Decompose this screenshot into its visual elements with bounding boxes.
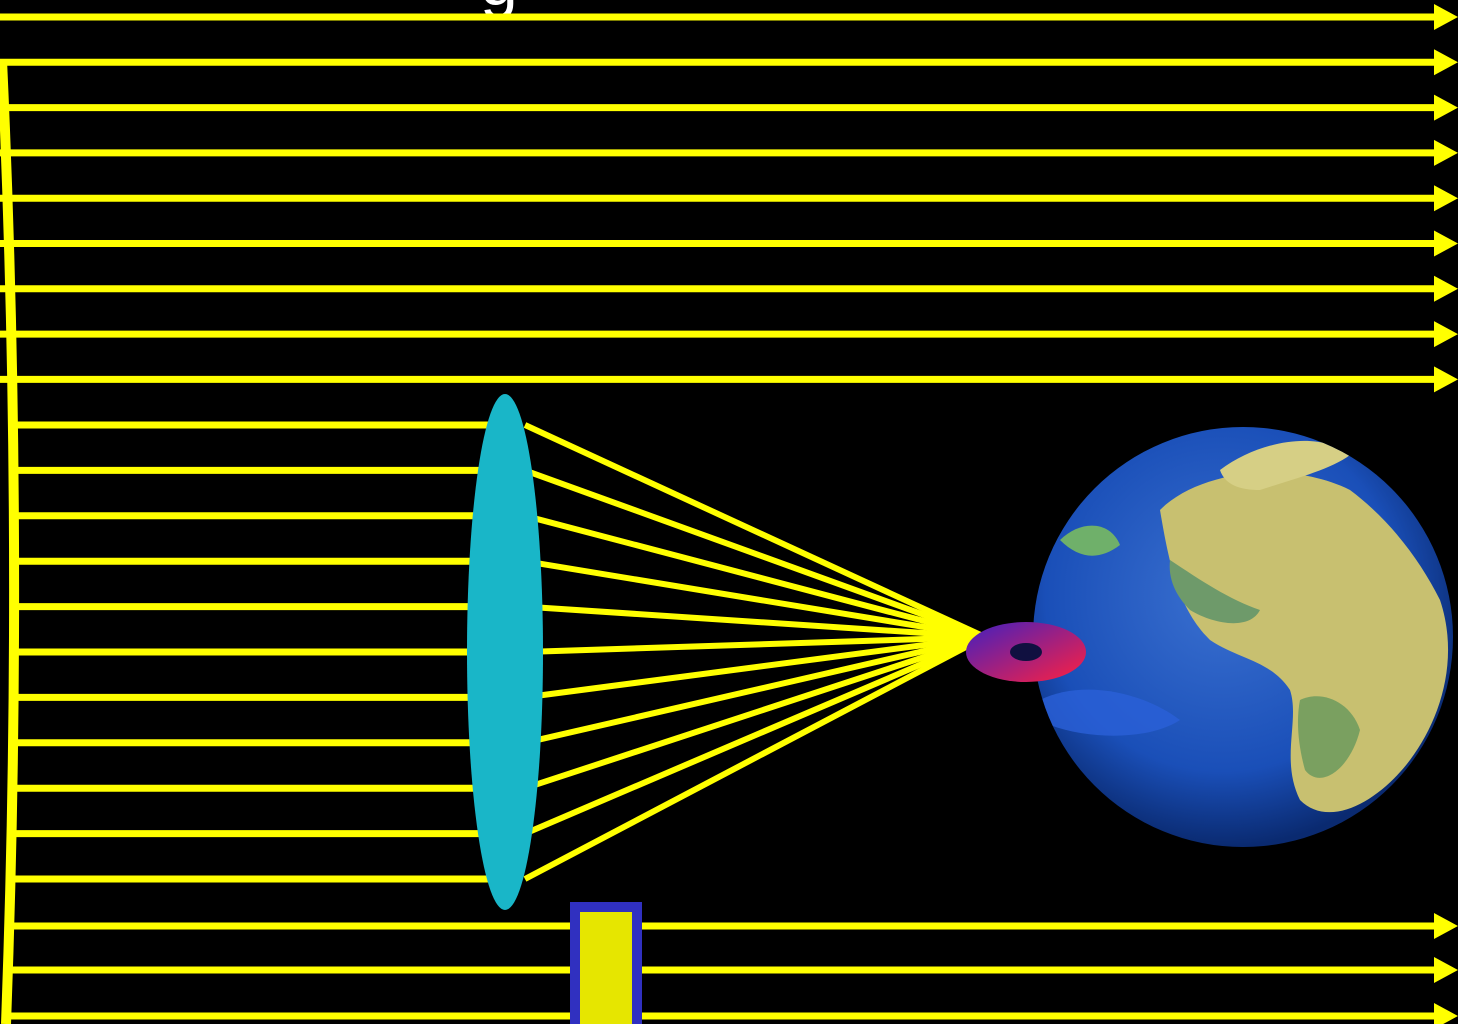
arrowhead-icon bbox=[1434, 275, 1458, 302]
arrowhead-icon bbox=[1434, 957, 1458, 983]
converging-ray-line bbox=[524, 634, 986, 792]
arrowhead-icon bbox=[1434, 1003, 1458, 1024]
arrowhead-icon bbox=[1434, 139, 1458, 166]
converging-rays bbox=[523, 422, 987, 882]
eye-icon bbox=[966, 622, 1086, 682]
converging-ray-line bbox=[524, 558, 986, 640]
rays-to-lens bbox=[10, 421, 490, 883]
converging-ray-line bbox=[524, 603, 986, 640]
parallel-rays-passing bbox=[0, 4, 1458, 393]
converging-ray-line bbox=[524, 634, 986, 701]
converging-ray-line bbox=[524, 512, 986, 640]
arrowhead-icon bbox=[1434, 94, 1458, 121]
convex-lens-icon bbox=[467, 394, 543, 910]
arrowhead-icon bbox=[1434, 321, 1458, 348]
title-fragment: g bbox=[480, 0, 518, 16]
arrowhead-icon bbox=[1434, 913, 1458, 939]
arrowhead-icon bbox=[1434, 49, 1458, 76]
arrowhead-icon bbox=[1434, 230, 1458, 257]
converging-ray-line bbox=[523, 634, 987, 882]
earth-globe-icon bbox=[1033, 427, 1453, 847]
obstacle-block-icon bbox=[570, 902, 642, 1024]
converging-ray-line bbox=[524, 634, 986, 746]
converging-ray-line bbox=[523, 422, 987, 640]
converging-ray-line bbox=[523, 634, 987, 837]
arrowhead-icon bbox=[1434, 366, 1458, 393]
converging-ray-line bbox=[523, 467, 987, 640]
arrowhead-icon bbox=[1434, 4, 1458, 30]
wavefront-icon bbox=[0, 59, 20, 1024]
converging-ray-line bbox=[524, 634, 986, 655]
parallel-rays-bottom bbox=[10, 913, 1458, 1024]
arrowhead-icon bbox=[1434, 185, 1458, 212]
